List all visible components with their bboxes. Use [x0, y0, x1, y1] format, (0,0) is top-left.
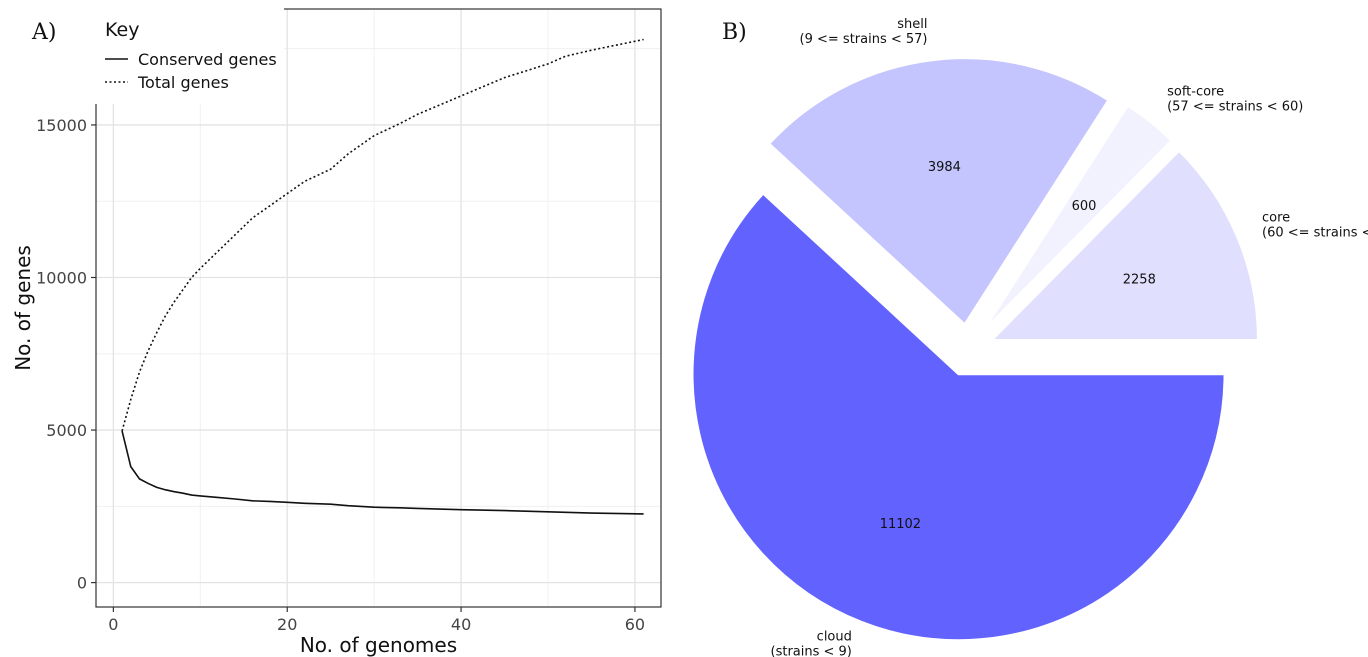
pie-sublabel-shell: (9 <= strains < 57) — [800, 32, 928, 47]
panel-b-pie-chart: B) 2258 core(60 <= strains <= 61) 600 soft-… — [691, 17, 1368, 657]
pie-value-shell: 3984 — [928, 160, 961, 175]
pie-value-cloud: 11102 — [880, 517, 921, 532]
pie-label-cloud: cloud — [817, 630, 852, 645]
pie-sublabel-soft-core: (57 <= strains < 60) — [1167, 99, 1303, 114]
panel-a-label: A) — [31, 20, 56, 45]
legend-item-total: Total genes — [137, 73, 229, 92]
pie-labels: 2258 core(60 <= strains <= 61) 600 soft-cor… — [771, 17, 1368, 657]
y-tick-label: 5000 — [46, 421, 87, 440]
pie-sublabel-core: (60 <= strains <= 61) — [1262, 225, 1368, 240]
legend-title: Key — [105, 19, 139, 41]
panel-b-label: B) — [722, 20, 747, 45]
y-tick-label: 0 — [77, 574, 87, 593]
conserved-genes-line — [121, 430, 644, 515]
x-tick-label: 20 — [277, 615, 297, 634]
pie-slice-shell — [767, 57, 1110, 326]
legend-item-conserved: Conserved genes — [138, 50, 277, 69]
legend-background — [94, 8, 284, 104]
legend: Key Conserved genes Total genes — [94, 8, 284, 104]
x-tick-label: 0 — [108, 615, 118, 634]
pie — [691, 57, 1259, 642]
x-tick-label: 60 — [625, 615, 645, 634]
series-lines — [121, 38, 644, 515]
plot-border — [95, 8, 662, 608]
axis-ticks: 0 20 40 60 0 5000 10000 15000 — [36, 116, 645, 634]
pie-label-shell: shell — [897, 17, 927, 32]
x-axis-title: No. of genomes — [300, 633, 457, 657]
pie-value-soft-core: 600 — [1072, 199, 1097, 214]
pie-label-core: core — [1262, 210, 1290, 225]
pie-sublabel-cloud: (strains < 9) — [771, 645, 852, 657]
x-tick-label: 40 — [451, 615, 471, 634]
y-axis-title: No. of genes — [11, 245, 35, 371]
panel-a-line-chart: A) 0 20 40 60 0 5000 10000 15000 No. of genomes… — [11, 8, 662, 657]
pie-slice-core — [989, 149, 1259, 341]
y-tick-label: 10000 — [36, 268, 87, 287]
gridlines — [96, 9, 661, 607]
pie-slice-soft-core — [983, 104, 1173, 331]
pie-slice-cloud — [691, 192, 1226, 642]
pie-label-soft-core: soft-core — [1167, 84, 1224, 99]
total-genes-line — [121, 38, 644, 432]
y-tick-label: 15000 — [36, 116, 87, 135]
pie-value-core: 2258 — [1123, 273, 1156, 288]
